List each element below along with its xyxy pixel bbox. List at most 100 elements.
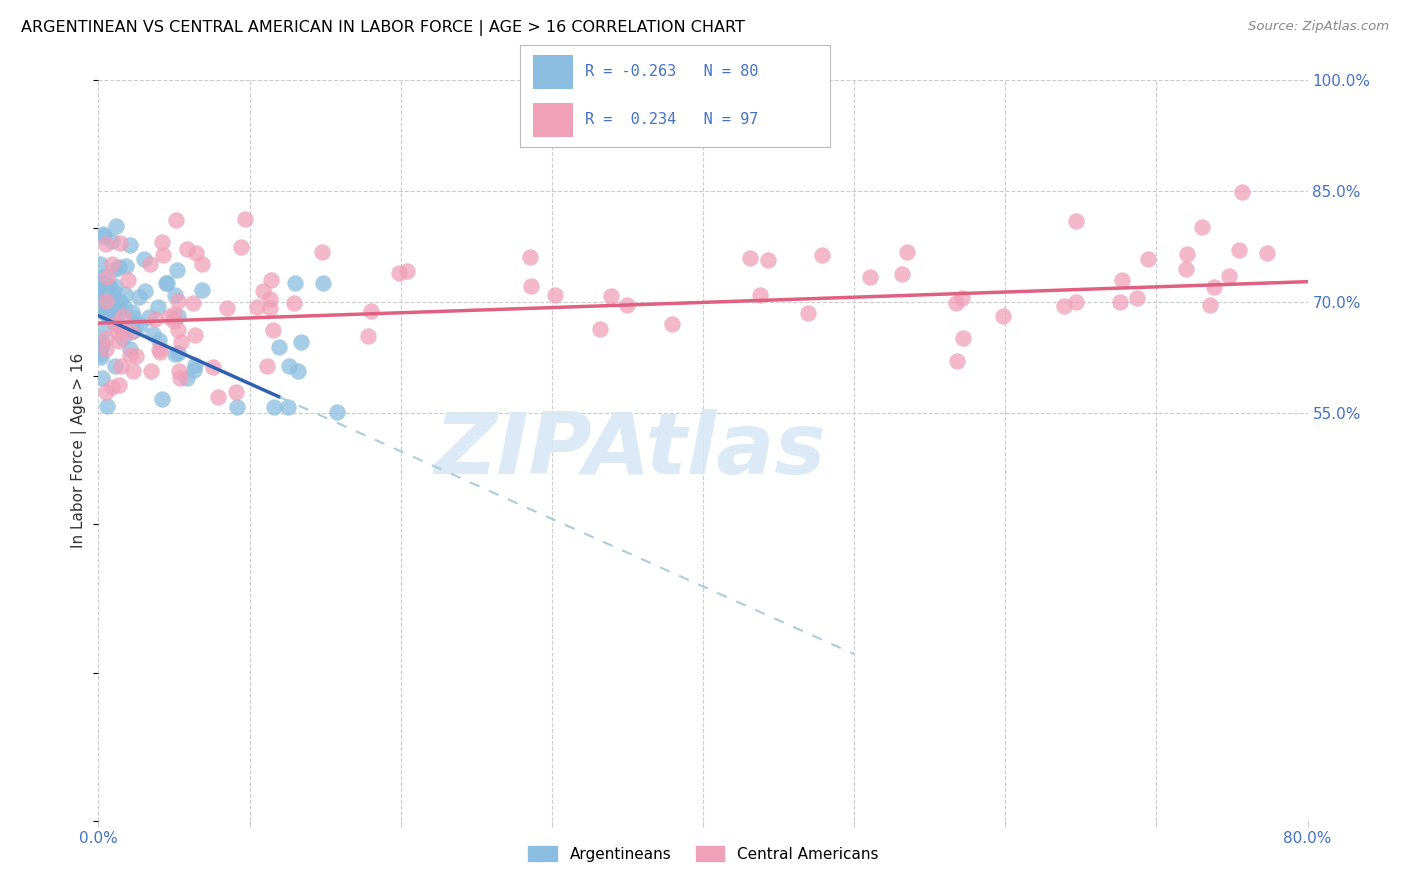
Point: [165, 288, 187, 302]
Point: [1053, 299, 1076, 313]
Point: [259, 292, 281, 306]
Point: [108, 294, 131, 309]
Point: [93, 228, 115, 243]
Point: [797, 306, 820, 320]
Point: [120, 325, 142, 339]
Point: [1230, 185, 1253, 199]
Point: [233, 211, 256, 226]
Point: [97, 278, 120, 293]
Point: [91, 284, 114, 298]
Point: [183, 363, 205, 377]
Text: R =  0.234   N = 97: R = 0.234 N = 97: [585, 112, 759, 127]
Point: [142, 327, 165, 342]
Point: [90, 350, 112, 364]
Point: [107, 260, 129, 274]
Point: [311, 276, 333, 290]
Point: [1111, 272, 1133, 286]
Text: ARGENTINEAN VS CENTRAL AMERICAN IN LABOR FORCE | AGE > 16 CORRELATION CHART: ARGENTINEAN VS CENTRAL AMERICAN IN LABOR…: [21, 20, 745, 36]
Point: [89, 285, 111, 300]
Point: [112, 331, 135, 345]
Point: [132, 252, 155, 266]
Point: [277, 359, 299, 373]
Point: [176, 371, 198, 385]
Point: [859, 269, 882, 284]
Point: [89, 277, 111, 291]
Point: [738, 251, 761, 265]
Point: [207, 390, 229, 404]
Point: [388, 266, 411, 280]
Point: [94, 306, 117, 320]
Point: [117, 320, 139, 334]
Point: [91, 339, 114, 353]
Point: [256, 359, 278, 374]
Point: [166, 310, 188, 324]
Point: [100, 380, 122, 394]
Point: [112, 310, 135, 324]
Point: [395, 264, 418, 278]
Point: [1125, 292, 1147, 306]
Point: [1174, 262, 1197, 277]
Point: [190, 283, 212, 297]
Point: [148, 342, 170, 356]
Point: [163, 307, 186, 321]
Point: [169, 371, 191, 385]
Point: [252, 285, 274, 299]
Point: [91, 335, 114, 350]
Point: [166, 294, 188, 309]
Point: [138, 257, 160, 271]
Point: [114, 287, 136, 301]
Point: [1108, 295, 1130, 310]
Point: [96, 309, 118, 323]
Point: [263, 401, 285, 415]
Point: [896, 244, 918, 259]
Point: [1227, 243, 1250, 257]
Point: [519, 250, 541, 264]
Point: [134, 284, 156, 298]
Point: [105, 219, 128, 234]
Point: [157, 310, 180, 324]
Point: [891, 267, 914, 281]
Point: [360, 303, 382, 318]
Point: [111, 321, 134, 335]
Point: [145, 312, 167, 326]
Point: [231, 240, 253, 254]
Point: [156, 276, 179, 290]
Point: [150, 235, 173, 250]
Point: [167, 323, 190, 337]
Point: [749, 288, 772, 302]
Point: [225, 384, 247, 399]
Point: [191, 257, 214, 271]
Point: [277, 400, 299, 414]
Point: [108, 300, 131, 314]
Point: [91, 293, 114, 307]
Point: [94, 342, 117, 356]
Point: [946, 354, 969, 368]
Point: [101, 235, 124, 249]
Point: [141, 364, 163, 378]
Point: [94, 294, 117, 309]
Point: [1191, 220, 1213, 235]
Point: [148, 333, 170, 347]
Point: [201, 360, 224, 375]
Point: [104, 262, 127, 277]
Point: [284, 276, 307, 290]
Point: [149, 345, 172, 359]
Point: [166, 262, 188, 277]
Point: [952, 331, 974, 345]
Point: [108, 318, 131, 333]
Point: [163, 314, 186, 328]
Point: [122, 310, 145, 325]
Point: [104, 318, 127, 332]
Point: [96, 301, 118, 316]
Point: [108, 334, 131, 348]
Point: [110, 359, 132, 373]
Point: [108, 305, 131, 319]
Point: [93, 324, 115, 338]
Legend: Argentineans, Central Americans: Argentineans, Central Americans: [522, 838, 884, 869]
Point: [756, 252, 779, 267]
Point: [1175, 246, 1198, 260]
Point: [225, 400, 247, 414]
Point: [96, 299, 118, 313]
Point: [950, 291, 973, 305]
Point: [122, 324, 145, 338]
